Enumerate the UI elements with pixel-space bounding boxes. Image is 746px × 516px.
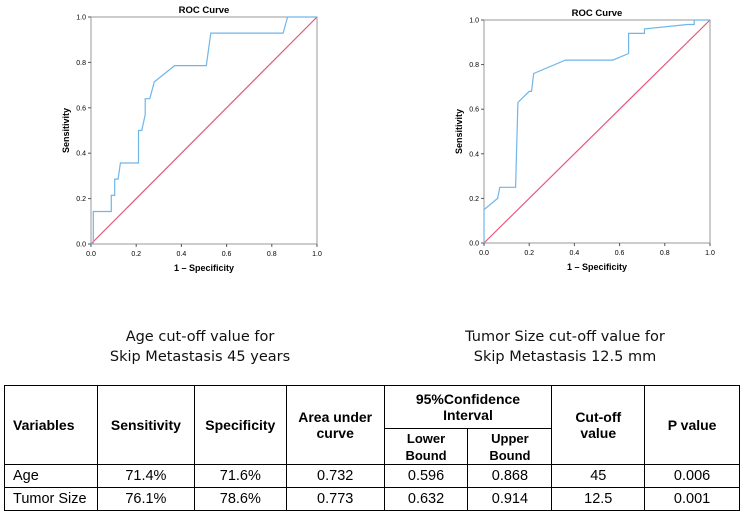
y-tick-label: 0.6 xyxy=(76,105,86,112)
caption-tumor-line2: Skip Metastasis 12.5 mm xyxy=(425,347,705,367)
cell-auc: 0.732 xyxy=(286,465,384,488)
x-tick-label: 0.0 xyxy=(86,251,96,258)
cell-cutoff: 45 xyxy=(552,465,645,488)
table-header-row: Variables Sensitivity Specificity Area u… xyxy=(5,386,740,429)
x-tick-label: 0.6 xyxy=(222,251,232,258)
cell-ci-upper: 0.868 xyxy=(468,465,552,488)
cell-specificity: 71.6% xyxy=(194,465,286,488)
y-tick-label: 0.2 xyxy=(469,196,479,203)
roc-chart-age: ROC Curve 0.0 0.2 0.4 0.6 0.8 1.0 0.0 0.2 0.4 0.6 0… xyxy=(0,0,330,290)
table-row: Age 71.4% 71.6% 0.732 0.596 0.868 45 0.0… xyxy=(5,465,740,488)
cell-ci-lower: 0.596 xyxy=(384,465,468,488)
x-tick-label: 0.8 xyxy=(267,251,277,258)
header-ci-upper-line2: Bound xyxy=(471,447,548,464)
caption-age: Age cut-off value for Skip Metastasis 45… xyxy=(60,327,340,367)
x-axis-label: 1 – Specificity xyxy=(174,263,234,273)
header-sensitivity: Sensitivity xyxy=(97,386,194,465)
y-tick-label: 0.4 xyxy=(76,151,86,158)
cell-pvalue: 0.001 xyxy=(645,488,740,511)
header-auc-line2: curve xyxy=(290,425,381,441)
x-tick-label: 0.2 xyxy=(524,250,534,257)
x-axis-label: 1 – Specificity xyxy=(567,262,627,272)
x-tick-label: 0.4 xyxy=(177,251,187,258)
y-tick-label: 0.8 xyxy=(76,60,86,67)
header-auc: Area under curve xyxy=(286,386,384,465)
caption-tumor-line1: Tumor Size cut-off value for xyxy=(425,327,705,347)
table-row: Tumor Size 76.1% 78.6% 0.773 0.632 0.914… xyxy=(5,488,740,511)
y-tick-label: 0.0 xyxy=(76,242,86,249)
header-auc-line1: Area under xyxy=(290,409,381,425)
y-tick-label: 1.0 xyxy=(76,15,86,22)
y-axis-label: Sensitivity xyxy=(61,108,71,153)
cell-ci-upper: 0.914 xyxy=(468,488,552,511)
header-ci-upper-line1: Upper xyxy=(471,430,548,447)
y-tick-label: 0.0 xyxy=(469,241,479,248)
cell-cutoff: 12.5 xyxy=(552,488,645,511)
header-cutoff-line2: value xyxy=(555,425,641,441)
header-specificity: Specificity xyxy=(194,386,286,465)
header-cutoff-line1: Cut-off xyxy=(555,409,641,425)
x-tick-label: 1.0 xyxy=(705,250,715,257)
header-ci: 95%Confidence Interval xyxy=(384,386,552,429)
header-ci-lower-line1: Lower xyxy=(388,430,465,447)
cell-auc: 0.773 xyxy=(286,488,384,511)
header-ci-lower-line2: Bound xyxy=(388,447,465,464)
x-tick-label: 1.0 xyxy=(312,251,322,258)
roc-chart-tumor-size: ROC Curve 0.0 0.2 0.4 0.6 0.8 1.0 0.0 0.2 0.4 0.6 0… xyxy=(400,0,730,290)
header-ci-line2: Interval xyxy=(388,407,549,423)
y-tick-label: 0.4 xyxy=(469,151,479,158)
x-tick-label: 0.6 xyxy=(615,250,625,257)
results-table: Variables Sensitivity Specificity Area u… xyxy=(4,385,740,511)
header-pvalue: P value xyxy=(645,386,740,465)
cell-variable: Tumor Size xyxy=(5,488,98,511)
cell-pvalue: 0.006 xyxy=(645,465,740,488)
caption-age-line2: Skip Metastasis 45 years xyxy=(60,347,340,367)
y-tick-label: 0.8 xyxy=(469,62,479,69)
x-tick-label: 0.2 xyxy=(131,251,141,258)
chart-title: ROC Curve xyxy=(179,5,230,16)
cell-specificity: 78.6% xyxy=(194,488,286,511)
header-cutoff: Cut-off value xyxy=(552,386,645,465)
roc-chart-age-svg: ROC Curve 0.0 0.2 0.4 0.6 0.8 1.0 0.0 0.2 0.4 0.6 0… xyxy=(0,0,330,290)
caption-age-line1: Age cut-off value for xyxy=(60,327,340,347)
header-ci-line1: 95%Confidence xyxy=(388,391,549,407)
y-tick-label: 1.0 xyxy=(469,18,479,25)
cell-ci-lower: 0.632 xyxy=(384,488,468,511)
y-tick-label: 0.6 xyxy=(469,107,479,114)
chart-title: ROC Curve xyxy=(572,8,623,19)
x-tick-label: 0.4 xyxy=(570,250,580,257)
header-ci-upper: Upper Bound xyxy=(468,429,552,465)
x-tick-label: 0.8 xyxy=(660,250,670,257)
y-axis-label: Sensitivity xyxy=(454,109,464,154)
header-variables: Variables xyxy=(5,386,98,465)
cell-sensitivity: 76.1% xyxy=(97,488,194,511)
roc-chart-tumor-size-svg: ROC Curve 0.0 0.2 0.4 0.6 0.8 1.0 0.0 0.2 0.4 0.6 0… xyxy=(400,0,730,290)
cell-variable: Age xyxy=(5,465,98,488)
header-ci-lower: Lower Bound xyxy=(384,429,468,465)
x-tick-label: 0.0 xyxy=(479,250,489,257)
y-tick-label: 0.2 xyxy=(76,196,86,203)
cell-sensitivity: 71.4% xyxy=(97,465,194,488)
caption-tumor-size: Tumor Size cut-off value for Skip Metast… xyxy=(425,327,705,367)
